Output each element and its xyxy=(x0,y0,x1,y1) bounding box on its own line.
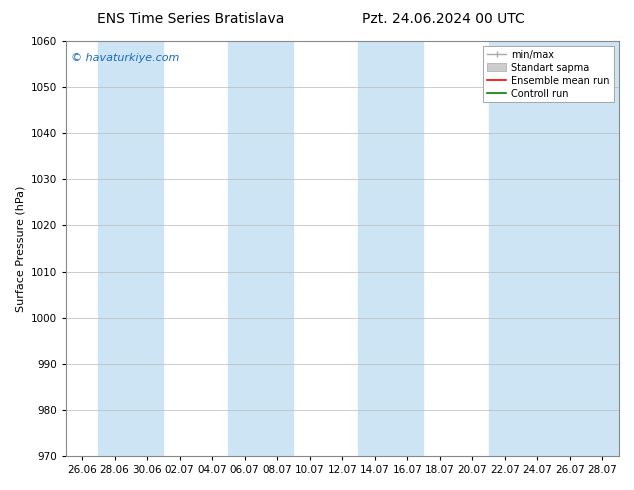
Legend: min/max, Standart sapma, Ensemble mean run, Controll run: min/max, Standart sapma, Ensemble mean r… xyxy=(483,46,614,102)
Text: Pzt. 24.06.2024 00 UTC: Pzt. 24.06.2024 00 UTC xyxy=(363,12,525,26)
Bar xyxy=(489,41,553,456)
Bar xyxy=(553,41,619,456)
Bar xyxy=(228,41,294,456)
Y-axis label: Surface Pressure (hPa): Surface Pressure (hPa) xyxy=(15,185,25,312)
Text: ENS Time Series Bratislava: ENS Time Series Bratislava xyxy=(96,12,284,26)
Text: © havaturkiye.com: © havaturkiye.com xyxy=(72,53,179,64)
Bar xyxy=(98,41,164,456)
Bar xyxy=(358,41,424,456)
